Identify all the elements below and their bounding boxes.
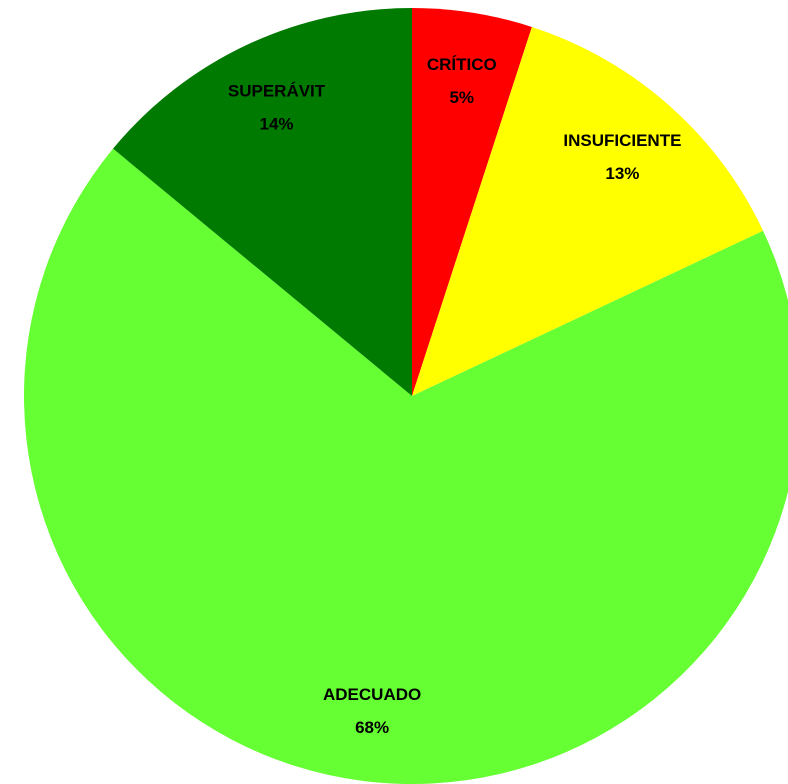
pie-slice (24, 148, 788, 784)
slice-label: ADECUADO (323, 685, 421, 704)
pie-slice (113, 8, 412, 396)
pie-slice (412, 26, 764, 396)
slice-label: CRÍTICO (427, 55, 497, 74)
slice-value-label: 68% (355, 718, 389, 737)
slice-value-label: 14% (260, 115, 294, 134)
slice-value-label: 5% (449, 88, 474, 107)
slice-label: INSUFICIENTE (563, 131, 681, 150)
slice-label: SUPERÁVIT (228, 82, 326, 101)
pie-slice (412, 8, 532, 396)
slice-value-label: 13% (605, 164, 639, 183)
